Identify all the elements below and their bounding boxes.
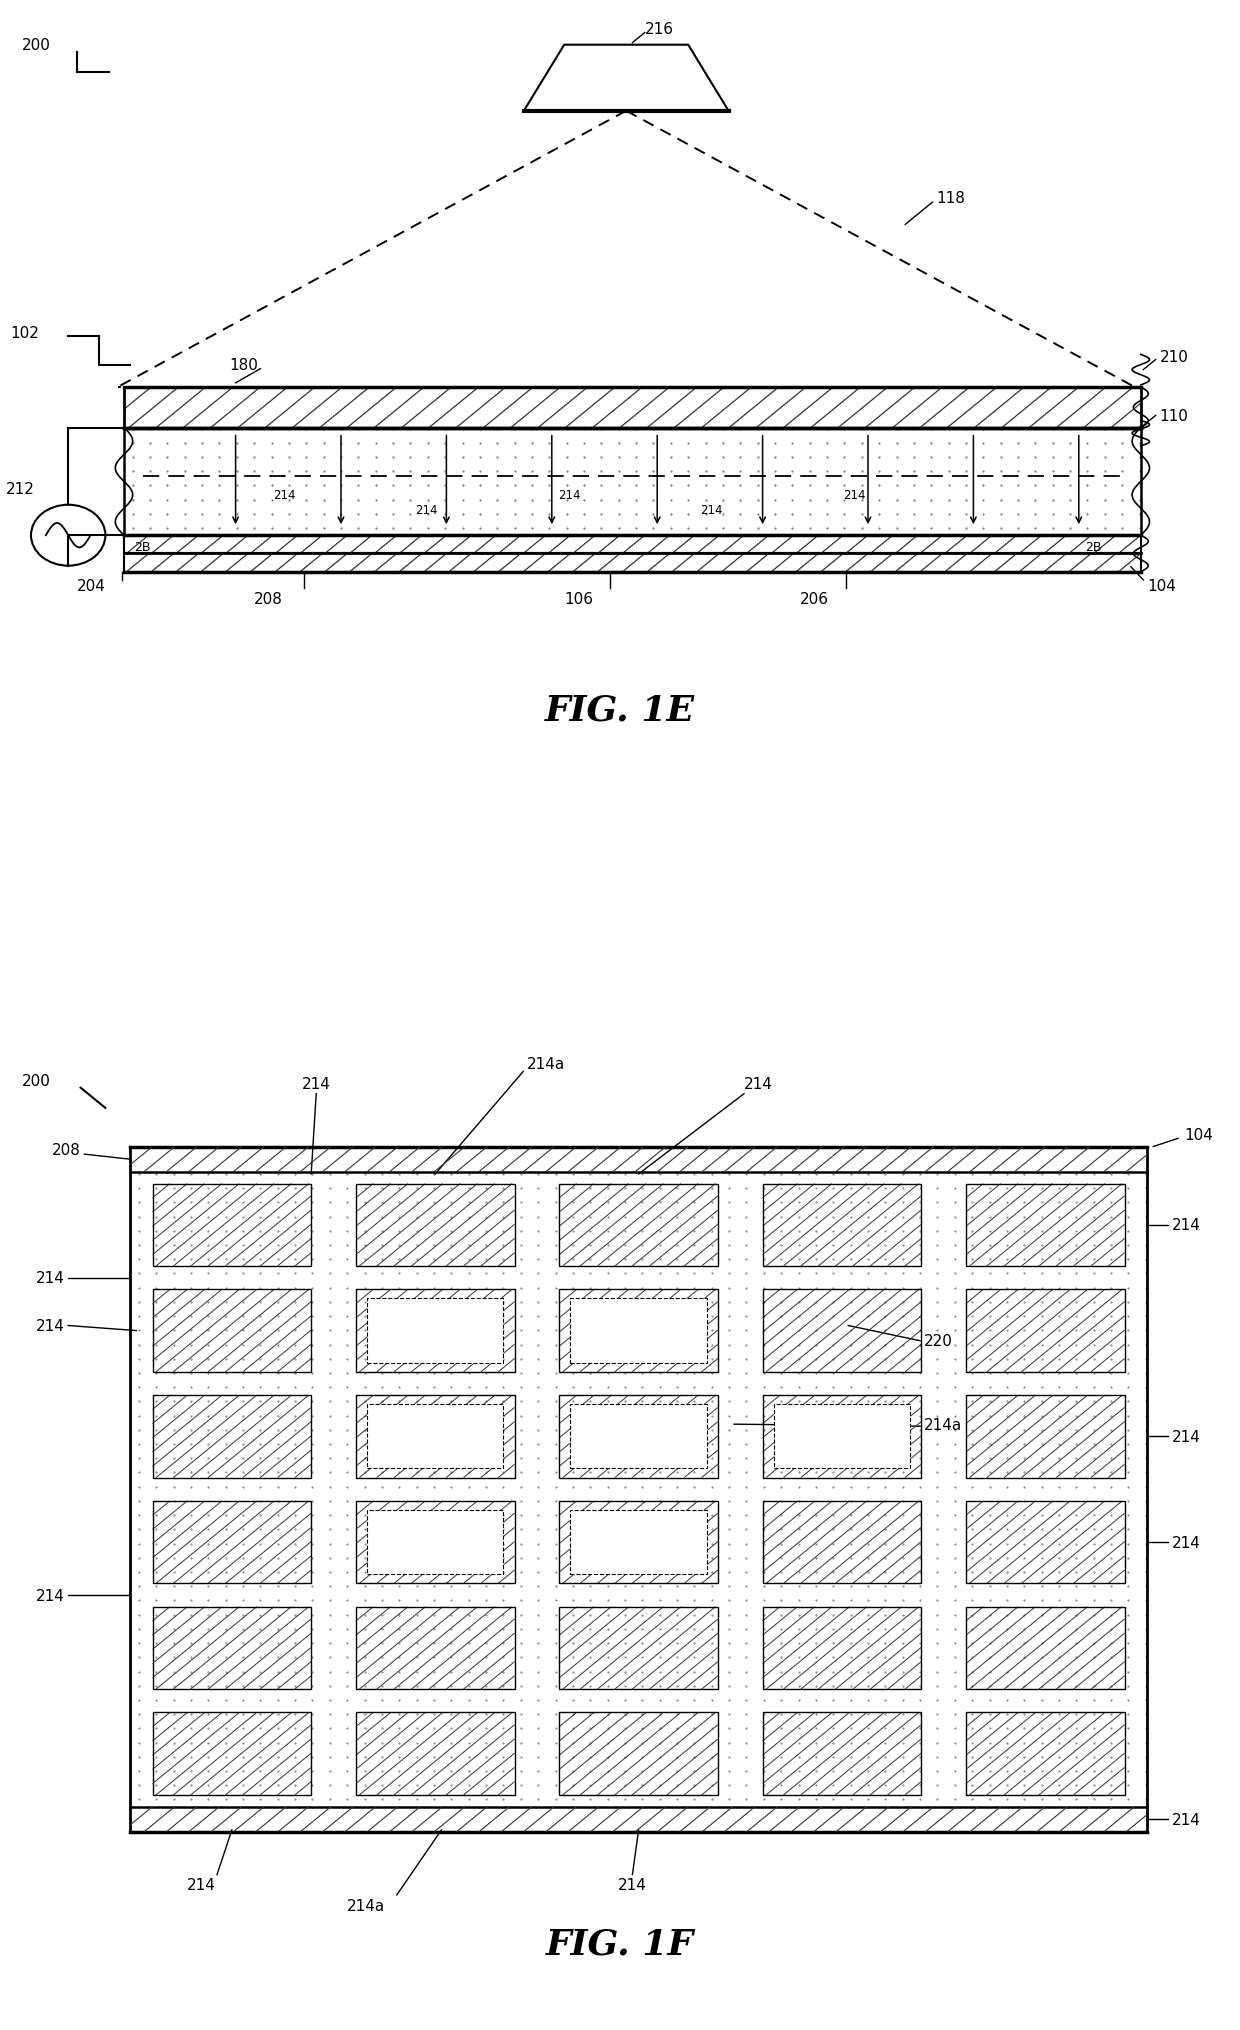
Bar	[559, 1289, 718, 1372]
Text: 104: 104	[1147, 579, 1176, 595]
Bar	[559, 1500, 718, 1583]
Bar	[153, 1395, 311, 1478]
Text: 214: 214	[744, 1076, 773, 1092]
Bar	[124, 388, 1141, 428]
Text: 214: 214	[1172, 1429, 1200, 1443]
Bar	[356, 1289, 515, 1372]
Text: 214: 214	[301, 1076, 331, 1092]
Text: 214: 214	[1172, 1218, 1200, 1232]
Text: 102: 102	[10, 325, 38, 341]
Text: 208: 208	[52, 1143, 81, 1157]
Bar	[153, 1289, 311, 1372]
Text: 106: 106	[564, 591, 593, 607]
Text: 206: 206	[800, 591, 828, 607]
Text: 214: 214	[36, 1271, 64, 1285]
Text: FIG. 1E: FIG. 1E	[546, 694, 694, 727]
Bar	[367, 1510, 503, 1575]
Bar	[153, 1500, 311, 1583]
Bar	[356, 1500, 515, 1583]
Bar	[367, 1299, 503, 1362]
Text: 214: 214	[415, 503, 438, 518]
Bar	[763, 1183, 921, 1267]
Text: 2B: 2B	[1085, 542, 1101, 554]
Bar	[153, 1608, 311, 1689]
Bar	[966, 1395, 1125, 1478]
Text: 214: 214	[36, 1317, 64, 1334]
Text: 2B: 2B	[134, 542, 150, 554]
Polygon shape	[523, 47, 729, 112]
Bar	[356, 1395, 515, 1478]
Bar	[570, 1405, 707, 1470]
Bar	[559, 1395, 718, 1478]
Text: 208: 208	[254, 591, 283, 607]
Bar	[153, 1183, 311, 1267]
Bar	[356, 1713, 515, 1795]
Text: 214: 214	[186, 1878, 216, 1892]
Bar	[153, 1713, 311, 1795]
Text: 118: 118	[936, 191, 965, 205]
Bar	[570, 1510, 707, 1575]
Bar	[356, 1183, 515, 1267]
Text: 216: 216	[645, 22, 673, 37]
Text: 204: 204	[77, 579, 105, 595]
Text: 214a: 214a	[924, 1417, 962, 1431]
Text: 110: 110	[1159, 408, 1188, 424]
Text: 214: 214	[1172, 1813, 1200, 1827]
Bar	[763, 1713, 921, 1795]
Text: 180: 180	[229, 357, 258, 374]
Text: 210: 210	[1159, 349, 1188, 365]
Text: 214: 214	[36, 1587, 64, 1604]
Bar	[570, 1299, 707, 1362]
Text: 214a: 214a	[527, 1056, 565, 1072]
Bar	[356, 1608, 515, 1689]
Text: 200: 200	[22, 39, 51, 53]
Text: 104: 104	[1184, 1127, 1213, 1143]
Text: 214: 214	[701, 503, 723, 518]
Text: 214: 214	[1172, 1535, 1200, 1549]
Bar	[124, 536, 1141, 554]
Text: 220: 220	[924, 1334, 952, 1348]
Text: 214: 214	[273, 489, 295, 501]
Bar	[763, 1608, 921, 1689]
Bar	[774, 1405, 910, 1470]
Text: 200: 200	[22, 1074, 51, 1088]
Bar	[559, 1608, 718, 1689]
Text: 214: 214	[618, 1878, 647, 1892]
Text: 214a: 214a	[347, 1898, 384, 1912]
Bar	[763, 1289, 921, 1372]
Text: 212: 212	[6, 481, 35, 497]
Bar	[763, 1395, 921, 1478]
Text: 214: 214	[843, 489, 866, 501]
Bar	[966, 1183, 1125, 1267]
Text: FIG. 1F: FIG. 1F	[546, 1926, 694, 1961]
Bar	[966, 1500, 1125, 1583]
Bar	[367, 1405, 503, 1470]
Bar	[124, 554, 1141, 572]
Bar	[559, 1713, 718, 1795]
Bar	[966, 1289, 1125, 1372]
Bar	[966, 1713, 1125, 1795]
Text: 214: 214	[558, 489, 580, 501]
Bar	[966, 1608, 1125, 1689]
Bar	[559, 1183, 718, 1267]
Bar	[763, 1500, 921, 1583]
